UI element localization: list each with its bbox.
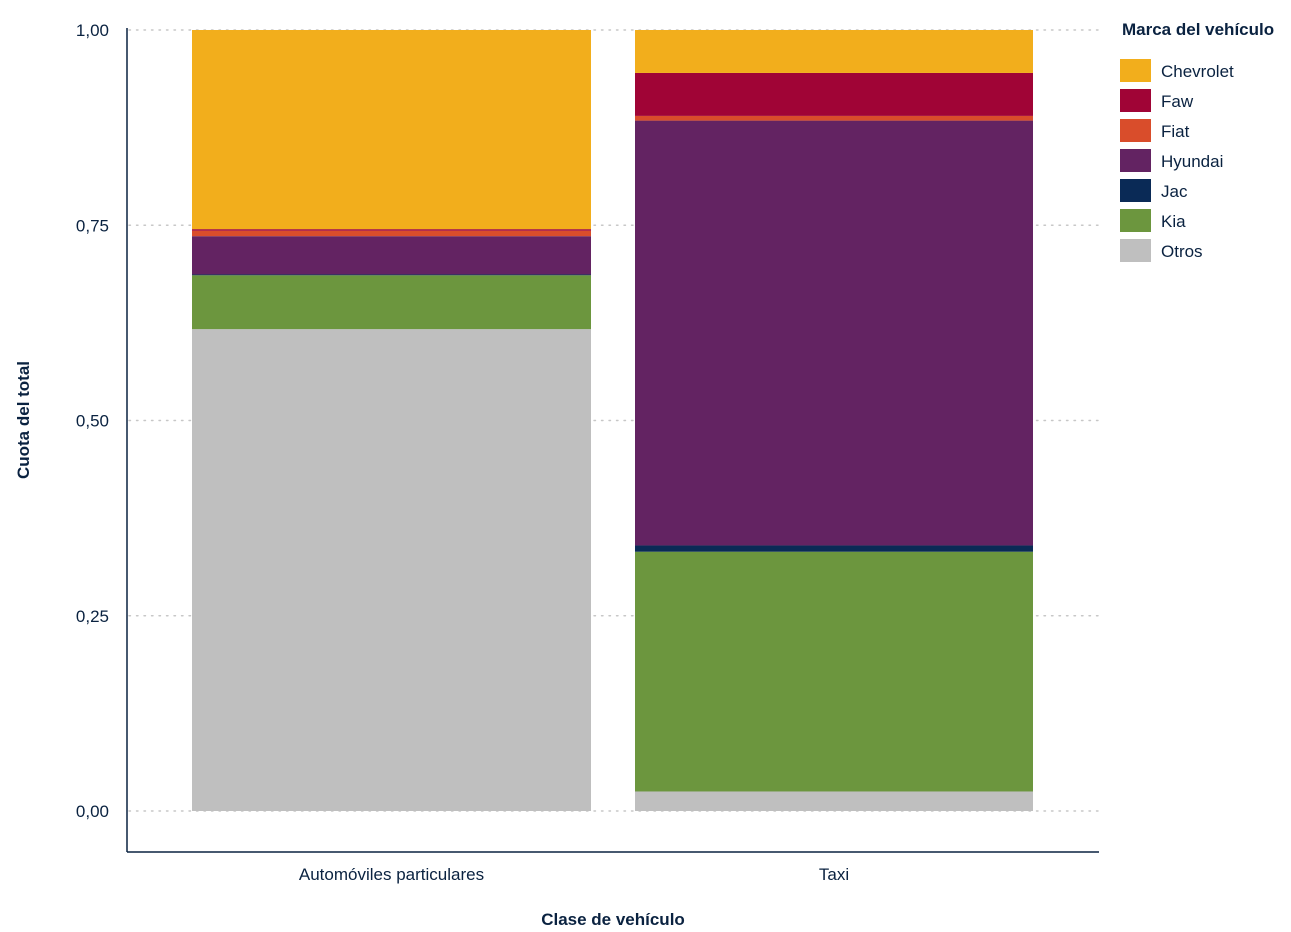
bar-segment-fiat-1: [635, 115, 1033, 121]
bar-segment-kia-0: [192, 275, 591, 330]
bar-segment-jac-0: [192, 274, 591, 276]
bar-segment-fiat-0: [192, 230, 591, 237]
y-tick-labels: 0,00 0,25 0,50 0,75 1,00: [76, 21, 109, 821]
y-tick-label-1: 0,25: [76, 607, 109, 626]
bar-segment-chevrolet-0: [192, 30, 591, 230]
legend-item-kia: Kia: [1120, 209, 1186, 232]
bar-segment-hyundai-1: [635, 120, 1033, 546]
bars: [192, 30, 1033, 811]
legend-swatch-otros: [1120, 239, 1151, 262]
legend-label-otros: Otros: [1161, 242, 1203, 261]
legend-item-hyundai: Hyundai: [1120, 149, 1223, 172]
y-axis-title: Cuota del total: [14, 361, 33, 479]
bar-segment-kia-1: [635, 551, 1033, 792]
y-tick-label-4: 1,00: [76, 21, 109, 40]
legend-label-hyundai: Hyundai: [1161, 152, 1223, 171]
bar-segment-chevrolet-1: [635, 30, 1033, 73]
bar-stack-0: [192, 30, 591, 811]
legend-swatch-faw: [1120, 89, 1151, 112]
legend-title: Marca del vehículo: [1122, 20, 1274, 39]
legend-item-fiat: Fiat: [1120, 119, 1190, 142]
legend-swatch-kia: [1120, 209, 1151, 232]
legend-item-jac: Jac: [1120, 179, 1188, 202]
legend-label-kia: Kia: [1161, 212, 1186, 231]
bar-segment-hyundai-0: [192, 236, 591, 275]
bar-segment-otros-1: [635, 791, 1033, 811]
x-axis-title: Clase de vehículo: [541, 910, 685, 927]
legend-item-faw: Faw: [1120, 89, 1194, 112]
axes: [126, 28, 1099, 853]
legend-swatch-jac: [1120, 179, 1151, 202]
legend-label-fiat: Fiat: [1161, 122, 1190, 141]
bar-stack-1: [635, 30, 1033, 811]
y-tick-label-2: 0,50: [76, 412, 109, 431]
legend: Marca del vehículo Chevrolet Faw Fiat Hyund…: [1120, 20, 1274, 262]
y-tick-label-3: 0,75: [76, 216, 109, 235]
x-tick-labels: Automóviles particulares Taxi: [299, 865, 849, 884]
bar-segment-jac-1: [635, 545, 1033, 552]
legend-label-faw: Faw: [1161, 92, 1194, 111]
y-tick-label-0: 0,00: [76, 802, 109, 821]
legend-item-otros: Otros: [1120, 239, 1203, 262]
legend-swatch-hyundai: [1120, 149, 1151, 172]
bar-segment-otros-0: [192, 329, 591, 811]
legend-label-jac: Jac: [1161, 182, 1188, 201]
x-tick-label-1: Taxi: [819, 865, 849, 884]
bar-segment-faw-0: [192, 229, 591, 231]
legend-label-chevrolet: Chevrolet: [1161, 62, 1234, 81]
bar-segment-faw-1: [635, 72, 1033, 116]
legend-swatch-chevrolet: [1120, 59, 1151, 82]
legend-item-chevrolet: Chevrolet: [1120, 59, 1234, 82]
legend-swatch-fiat: [1120, 119, 1151, 142]
legend-items: Chevrolet Faw Fiat Hyundai Jac Kia Otros: [1120, 59, 1234, 262]
x-tick-label-0: Automóviles particulares: [299, 865, 484, 884]
